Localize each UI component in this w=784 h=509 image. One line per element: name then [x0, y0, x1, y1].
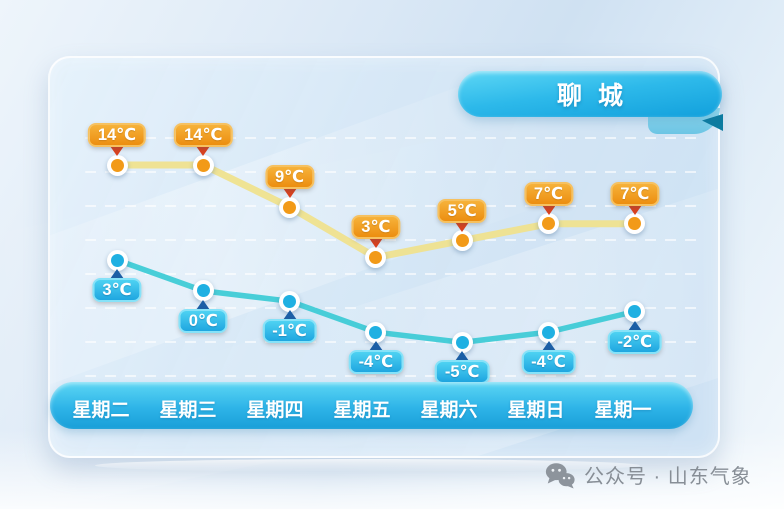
badge-arrow-down-icon — [196, 146, 211, 156]
point-center — [369, 325, 383, 339]
wechat-icon — [545, 462, 575, 488]
weekday-label: 星期日 — [507, 400, 565, 421]
footer: 公众号 · 山东气象 — [544, 460, 752, 489]
high-temp-badge: 7℃ — [610, 181, 660, 206]
point-center — [283, 200, 297, 214]
point-center — [196, 284, 210, 298]
high-temp-badge: 9℃ — [265, 165, 315, 189]
low-temp-point — [451, 331, 473, 353]
dashed-gridline — [85, 375, 702, 377]
badge-arrow-down-icon — [282, 188, 297, 198]
badge-arrow-down-icon — [627, 204, 642, 215]
high-temp-badge: 7℃ — [523, 181, 574, 206]
weekday-label: 星期四 — [246, 400, 304, 421]
wechat-account-label: 公众号 · 山东气象 — [584, 466, 752, 488]
low-temp-point — [106, 249, 128, 271]
low-temp-badge: -4℃ — [348, 350, 404, 375]
high-temp-point — [279, 196, 301, 218]
city-title: 聊城 — [556, 82, 639, 110]
low-temp-point — [279, 290, 301, 312]
low-temp-point — [365, 321, 387, 343]
point-center — [369, 250, 383, 264]
badge-arrow-up-icon — [541, 341, 556, 352]
high-temp-badge: 5℃ — [437, 198, 487, 223]
badge-arrow-down-icon — [110, 146, 124, 156]
weekday-axis-bar: 星期二 星期三 星期四 星期五 星期六 星期日 星期一 — [50, 382, 693, 429]
dashed-gridline — [85, 273, 702, 275]
point-center — [455, 335, 469, 349]
point-center — [283, 294, 297, 308]
dashed-gridline — [85, 307, 702, 309]
low-temp-badge: -5℃ — [434, 360, 490, 385]
low-temp-point — [538, 321, 559, 343]
dashed-gridline — [85, 137, 702, 139]
badge-arrow-up-icon — [455, 351, 470, 362]
point-center — [455, 234, 469, 248]
weekday-label: 星期三 — [159, 400, 217, 421]
low-temp-badge: 0℃ — [178, 308, 228, 333]
weekday-label: 星期二 — [72, 400, 130, 421]
badge-arrow-down-icon — [368, 238, 383, 249]
point-center — [628, 305, 642, 318]
point-center — [110, 158, 124, 172]
card-reflection — [95, 459, 640, 472]
dashed-gridline — [85, 171, 702, 173]
weekday-label: 星期一 — [594, 400, 652, 421]
point-center — [542, 325, 555, 339]
high-temp-badge: 3℃ — [351, 215, 401, 240]
badge-arrow-down-icon — [455, 221, 470, 232]
low-temp-badge: -4℃ — [521, 350, 576, 375]
low-temp-badge: -1℃ — [262, 319, 317, 344]
point-center — [196, 158, 210, 172]
high-temp-badge: 14℃ — [174, 123, 233, 147]
high-temp-badge: 14℃ — [87, 123, 147, 147]
point-center — [110, 253, 124, 267]
weekday-label: 星期五 — [333, 400, 391, 421]
low-temp-badge: 3℃ — [92, 278, 142, 302]
dashed-gridline — [85, 205, 702, 207]
point-center — [542, 217, 555, 231]
badge-arrow-down-icon — [541, 204, 556, 215]
high-temp-point — [106, 154, 128, 176]
high-temp-point — [192, 154, 214, 176]
badge-arrow-up-icon — [368, 341, 383, 352]
low-temp-badge: -2℃ — [607, 329, 663, 354]
point-center — [628, 217, 642, 231]
city-title-banner: 聊城 — [458, 71, 722, 117]
high-temp-point — [451, 230, 473, 252]
weekday-label: 星期六 — [420, 400, 478, 421]
